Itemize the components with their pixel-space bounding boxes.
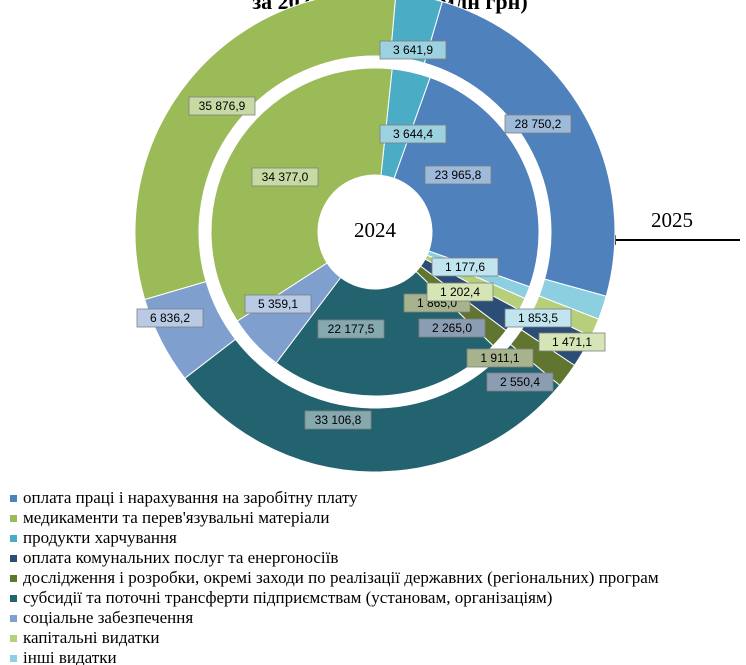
legend-swatch xyxy=(10,535,17,542)
label-box xyxy=(379,40,447,60)
center-label: 2024 xyxy=(354,218,397,242)
label-box xyxy=(317,319,385,339)
legend-label: соціальне забезпечення xyxy=(23,608,193,627)
data-label: 3 641,9 xyxy=(393,43,433,57)
label-box xyxy=(136,308,204,328)
data-label: 35 876,9 xyxy=(199,99,246,113)
data-label: 34 377,0 xyxy=(262,170,309,184)
legend-swatch xyxy=(10,615,17,622)
legend-swatch xyxy=(10,655,17,662)
data-label: 1 853,5 xyxy=(518,311,558,325)
data-label: 28 750,2 xyxy=(515,117,562,131)
data-label: 1 911,1 xyxy=(480,351,519,365)
label-box xyxy=(188,96,256,116)
data-label: 2 265,0 xyxy=(432,321,472,335)
legend-label: дослідження і розробки, окремі заходи по… xyxy=(23,568,659,587)
legend-label: оплата комунальних послуг та енергоносії… xyxy=(23,548,338,567)
label-box xyxy=(251,167,319,187)
labels: 28 750,2 35 876,9 3 641,9 2 550,4 1 911,1 33 … xyxy=(136,40,606,430)
legend-label: інші видатки xyxy=(23,648,117,665)
data-label: 3 644,4 xyxy=(393,127,433,141)
legend-swatch xyxy=(10,575,17,582)
legend-label: оплата праці і нарахування на заробітну … xyxy=(23,488,358,507)
donut-segment xyxy=(184,338,561,473)
label-box xyxy=(431,257,499,277)
data-label: 22 177,5 xyxy=(328,322,375,336)
data-label: 1 202,4 xyxy=(440,285,480,299)
legend-swatch xyxy=(10,595,17,602)
legend-label: продукти харчування xyxy=(23,528,177,547)
data-label: 2 550,4 xyxy=(500,375,540,389)
label-box xyxy=(304,410,372,430)
label-box xyxy=(504,308,572,328)
legend: оплата праці і нарахування на заробітну … xyxy=(10,488,659,665)
legend-label: капітальні видатки xyxy=(23,628,159,647)
label-box xyxy=(424,165,492,185)
label-box xyxy=(466,348,534,368)
legend-swatch xyxy=(10,495,17,502)
label-box xyxy=(244,294,312,314)
legend-swatch xyxy=(10,515,17,522)
ring-annotation: 2025 xyxy=(651,208,693,232)
label-box xyxy=(538,332,606,352)
data-label: 1 471,1 xyxy=(552,335,592,349)
data-label: 33 106,8 xyxy=(315,413,362,427)
label-box xyxy=(418,318,486,338)
label-box xyxy=(379,124,447,144)
donut-segment xyxy=(210,67,393,322)
label-box xyxy=(486,372,554,392)
data-label: 6 836,2 xyxy=(150,311,190,325)
legend-swatch xyxy=(10,555,17,562)
legend-swatch xyxy=(10,635,17,642)
donut-segment xyxy=(134,0,396,301)
data-label: 5 359,1 xyxy=(258,297,298,311)
legend-label: медикаменти та перев'язувальні матеріали xyxy=(23,508,329,527)
label-box xyxy=(426,282,494,302)
data-label: 1 177,6 xyxy=(445,260,485,274)
label-box xyxy=(504,114,572,134)
legend-label: субсидії та поточні трансферти підприємс… xyxy=(23,588,552,607)
data-label: 23 965,8 xyxy=(435,168,482,182)
